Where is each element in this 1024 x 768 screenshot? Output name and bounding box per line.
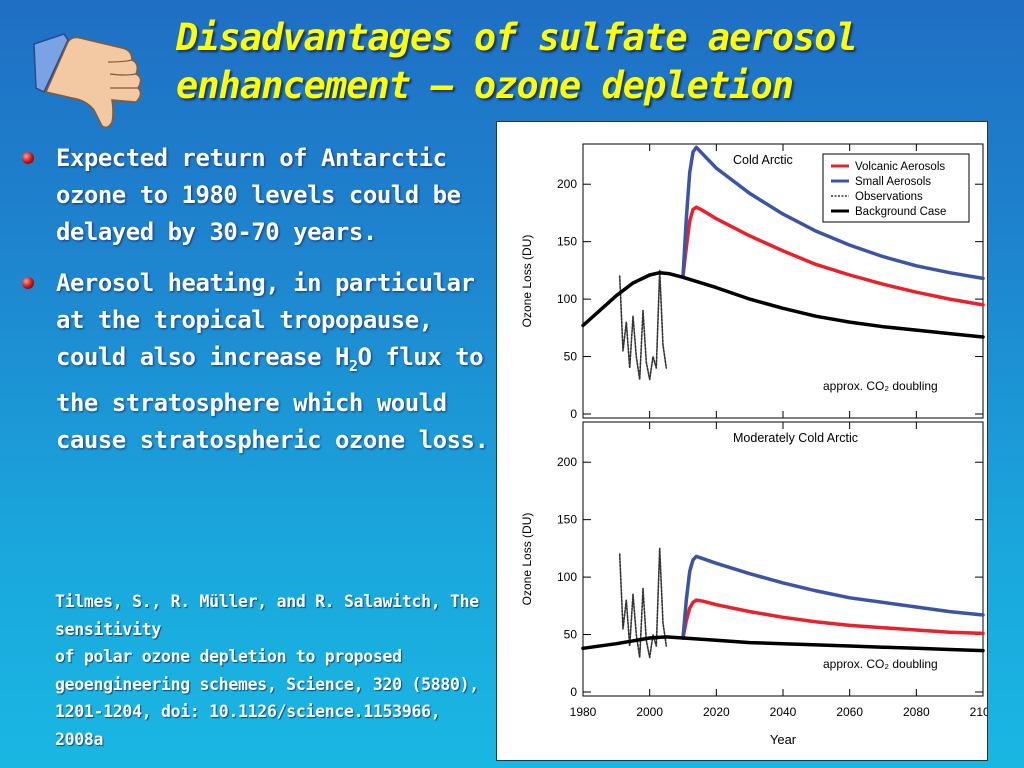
y-tick-label: 150 [557, 235, 577, 249]
series-line-volcanic-aerosols [681, 598, 985, 640]
y-tick-label: 100 [557, 292, 577, 306]
x-axis-label: Year [770, 732, 797, 747]
y-axis-label: Ozone Loss (DU) [520, 513, 534, 606]
plot-frame [582, 421, 984, 697]
title-line-2: enhancement – ozone depletion [176, 64, 794, 107]
bullet-text-2b: O flux to the stratosphere which would c… [56, 343, 489, 454]
y-tick-label: 50 [564, 350, 578, 364]
series-line-observations [618, 547, 668, 659]
series-line-background-case [581, 270, 985, 339]
bullet-text-1: Expected return of Antarctic ozone to 19… [56, 144, 461, 246]
panel-title: Cold Arctic [733, 153, 793, 167]
bullet-item-1: Expected return of Antarctic ozone to 19… [20, 140, 490, 251]
x-tick-label: 1980 [570, 705, 597, 719]
panel-title: Moderately Cold Arctic [733, 431, 858, 445]
ozone-loss-chart: 0 50 100 150 200 Ozone Loss (DU) Cold Arctic ap… [520, 143, 987, 747]
bullet-item-2: Aerosol heating, in particular at the tr… [20, 265, 490, 459]
citation: Tilmes, S., R. Müller, and R. Salawitch,… [55, 588, 485, 753]
legend-label: Observations [855, 191, 923, 203]
y-tick-label: 200 [557, 177, 577, 191]
x-tick-label: 2040 [770, 705, 797, 719]
legend-label: Volcanic Aerosols [855, 161, 945, 173]
bullet-subscript: 2 [348, 356, 358, 375]
series-line-background-case [581, 635, 985, 653]
bullet-text-2a: Aerosol heating, in particular at the tr… [56, 269, 475, 371]
citation-line-1: Tilmes, S., R. Müller, and R. Salawitch,… [55, 592, 479, 639]
x-tick-label: 2020 [703, 705, 730, 719]
series-line-small-aerosols [681, 554, 985, 640]
ozone-loss-figure: 0 50 100 150 200 Ozone Loss (DU) Cold Arctic ap… [496, 121, 988, 761]
x-tick-label: 2100 [970, 705, 987, 719]
co2-doubling-annotation: approx. CO₂ doubling [823, 657, 938, 671]
legend-label: Small Aerosols [855, 176, 931, 188]
y-tick-label: 0 [570, 685, 577, 699]
y-tick-label: 50 [564, 628, 578, 642]
co2-doubling-annotation: approx. CO₂ doubling [823, 379, 938, 393]
x-tick-label: 2060 [836, 705, 863, 719]
series-line-volcanic-aerosols [681, 205, 985, 307]
y-tick-label: 200 [557, 455, 577, 469]
y-tick-label: 150 [557, 513, 577, 527]
bullet-dot-icon [22, 152, 34, 164]
thumbs-down-icon [28, 22, 148, 136]
bullet-list: Expected return of Antarctic ozone to 19… [20, 140, 490, 473]
y-tick-label: 100 [557, 570, 577, 584]
legend-label: Background Case [855, 206, 946, 218]
x-tick-label: 2000 [636, 705, 663, 719]
citation-line-2: of polar ozone depletion to proposed geo… [55, 647, 479, 749]
y-axis-label: Ozone Loss (DU) [520, 235, 534, 328]
series-line-small-aerosols [681, 145, 985, 281]
series-line-observations [618, 269, 668, 381]
y-tick-label: 0 [570, 407, 577, 421]
x-tick-label: 2080 [903, 705, 930, 719]
slide-title: Disadvantages of sulfate aerosol enhance… [176, 14, 996, 110]
bullet-dot-icon [22, 277, 34, 289]
title-line-1: Disadvantages of sulfate aerosol [176, 16, 858, 59]
